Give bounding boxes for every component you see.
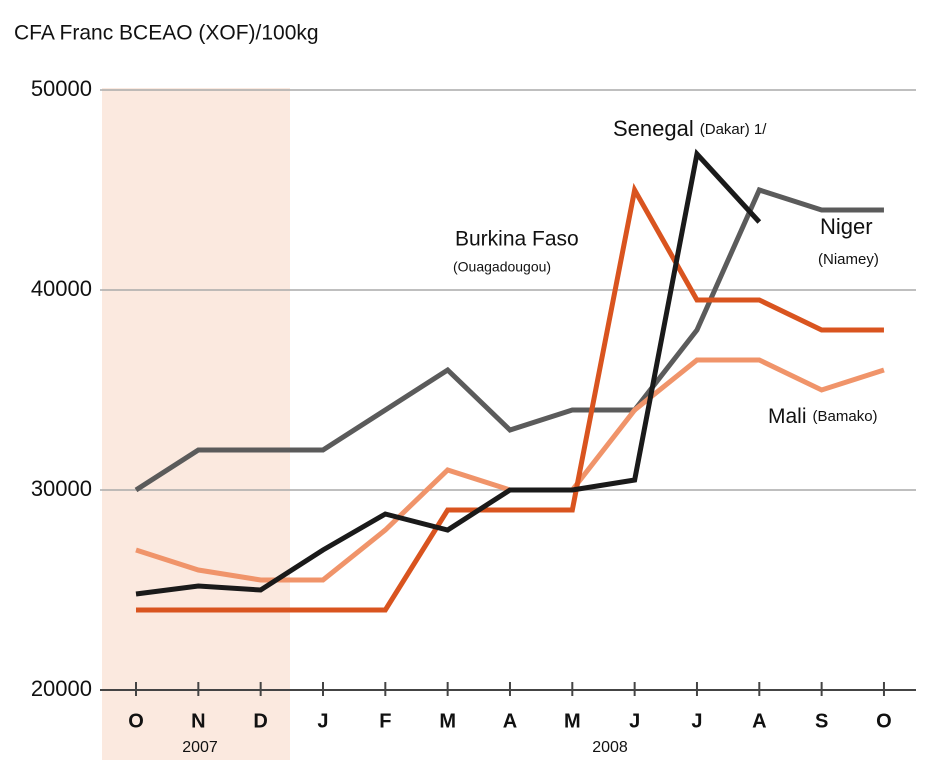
series-line	[136, 182, 884, 613]
series-name: Burkina Faso	[455, 228, 579, 251]
x-tick-label: M	[564, 710, 581, 732]
year-label: 2008	[592, 739, 628, 756]
x-tick-label: J	[691, 710, 702, 732]
x-tick-label: F	[379, 710, 391, 732]
x-tick-label: J	[629, 710, 640, 732]
series-name: Mali	[768, 405, 807, 428]
series-line	[135, 148, 762, 597]
series-sublabel: (Ouagadougou)	[453, 259, 551, 275]
year-label: 2007	[182, 739, 218, 756]
y-tick-label: 50000	[31, 76, 92, 101]
series-label: Senegal (Dakar) 1/	[613, 116, 767, 141]
x-tick-label: S	[815, 710, 828, 732]
x-tick-label: O	[876, 710, 892, 732]
series-sublabel: (Bamako)	[813, 408, 878, 425]
series-name: Senegal	[613, 116, 694, 141]
series-name: Niger	[820, 214, 873, 239]
x-tick-label: O	[128, 710, 144, 732]
x-tick-label: D	[253, 710, 267, 732]
y-tick-label: 30000	[31, 476, 92, 501]
highlight-2007	[102, 88, 290, 760]
x-tick-label: A	[503, 710, 517, 732]
x-tick-label: A	[752, 710, 766, 732]
x-tick-label: J	[317, 710, 328, 732]
chart-title: CFA Franc BCEAO (XOF)/100kg	[14, 22, 319, 45]
series-sublabel: (Dakar) 1/	[700, 121, 768, 138]
series-sublabel: (Niamey)	[818, 251, 879, 268]
series-line	[134, 186, 884, 493]
series-label: Mali (Bamako)	[768, 405, 878, 428]
x-tick-label: M	[439, 710, 456, 732]
x-tick-label: N	[191, 710, 205, 732]
y-tick-label: 20000	[31, 676, 92, 701]
y-tick-label: 40000	[31, 276, 92, 301]
